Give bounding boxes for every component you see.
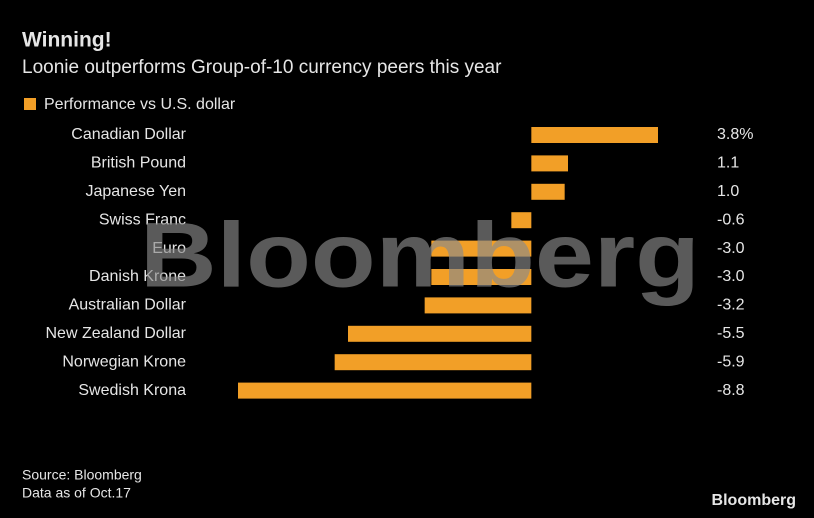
category-label: Swiss Franc [99, 211, 186, 228]
bar [348, 325, 532, 342]
category-label: Swedish Krona [78, 382, 186, 399]
category-label: Canadian Dollar [71, 126, 186, 143]
bar [238, 382, 532, 399]
category-label: Danish Krone [89, 268, 186, 285]
bar [511, 212, 532, 229]
value-label: 1.0 [717, 183, 739, 200]
logo: Bloomberg [712, 492, 796, 509]
chart-title: Winning! [22, 29, 112, 52]
source: Source: Bloomberg [22, 467, 142, 483]
bar [531, 127, 658, 143]
value-label: -5.9 [717, 353, 745, 370]
value-label: 3.8% [717, 126, 753, 143]
value-label: -3.2 [717, 297, 745, 314]
value-label: -5.5 [717, 325, 745, 342]
category-label: Australian Dollar [69, 297, 187, 314]
category-label: New Zealand Dollar [45, 325, 186, 342]
chart-subtitle: Loonie outperforms Group-of-10 currency … [22, 57, 502, 78]
legend-swatch [24, 98, 36, 110]
bar [431, 269, 532, 285]
bar [334, 354, 532, 371]
category-label: Euro [152, 240, 186, 257]
category-label: British Pound [91, 155, 186, 172]
value-label: -8.8 [717, 382, 745, 399]
bar [424, 297, 532, 314]
note: Data as of Oct.17 [22, 485, 131, 501]
value-label: 1.1 [717, 155, 739, 172]
bar [531, 183, 565, 200]
value-label: -3.0 [717, 240, 745, 257]
bar [431, 240, 532, 257]
value-label: -0.6 [717, 211, 745, 228]
bar [531, 155, 568, 172]
legend-label: Performance vs U.S. dollar [44, 96, 236, 113]
value-label: -3.0 [717, 268, 745, 285]
watermark: Bloomberg [140, 204, 700, 306]
category-label: Japanese Yen [85, 183, 186, 200]
category-label: Norwegian Krone [62, 353, 186, 370]
